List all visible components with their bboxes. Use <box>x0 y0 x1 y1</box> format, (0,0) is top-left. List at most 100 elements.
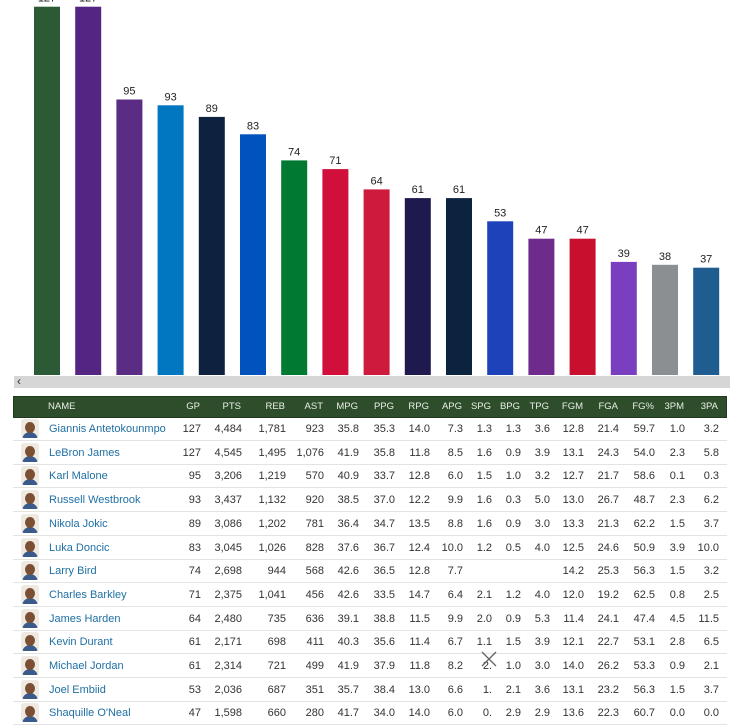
avatar-head <box>25 635 35 647</box>
bar <box>652 264 678 375</box>
bar <box>34 6 60 375</box>
stat-cell: 3,206 <box>214 470 242 483</box>
player-name[interactable]: Michael Jordan <box>49 660 124 672</box>
stat-cell: 1,219 <box>258 470 286 483</box>
bar <box>693 267 720 375</box>
stat-cell: 3.7 <box>703 683 719 696</box>
stat-cell: 1.3 <box>505 423 521 435</box>
value-label: 64 <box>370 175 382 187</box>
value-label: 74 <box>288 146 300 158</box>
stat-cell: 3.2 <box>703 423 719 435</box>
stat-cell: 35.8 <box>337 423 359 435</box>
bar <box>610 261 637 375</box>
stat-cell: 21.3 <box>597 517 619 530</box>
stat-cell: 61 <box>188 660 201 672</box>
player-avatar <box>21 419 39 438</box>
player-name[interactable]: LeBron James <box>49 446 120 459</box>
stat-cell: 2,375 <box>214 588 242 601</box>
stat-cell: 12.8 <box>408 565 430 578</box>
stat-cell: 11.8 <box>409 446 430 459</box>
bar <box>404 198 431 375</box>
bar <box>569 238 596 375</box>
stat-cell: 660 <box>267 707 286 720</box>
stat-cell: 3,045 <box>214 541 242 554</box>
stat-cell: 456 <box>305 588 324 601</box>
stat-cell: 24.6 <box>597 541 619 554</box>
avatar-head <box>25 516 35 528</box>
player-avatar <box>21 561 39 581</box>
stat-cell: 4.0 <box>534 541 550 554</box>
scroll-left-arrow[interactable]: ‹ <box>17 374 21 388</box>
avatar-body <box>22 597 38 604</box>
stat-cell: 3.9 <box>534 446 550 459</box>
stat-cell: 1.5 <box>669 565 685 578</box>
player-name[interactable]: James Harden <box>49 612 121 625</box>
table-row: Russell Westbrook 93 3,437 1,132 920 38.5 37.0… <box>13 488 727 513</box>
table-row: Charles Barkley 71 2,375 1,041 456 42.6 33.5 14… <box>13 583 727 607</box>
table-row: Nikola Jokic 89 3,086 1,202 781 36.4 34.7 13.5 8… <box>13 512 727 536</box>
stat-cell: 35.7 <box>337 683 359 696</box>
player-avatar <box>21 490 39 510</box>
stat-cell: 13.5 <box>408 517 430 530</box>
stat-cell: 568 <box>305 565 324 578</box>
stat-cell: 3.9 <box>669 541 685 554</box>
stat-cell: 2.1 <box>505 683 521 696</box>
stat-cell: 47.4 <box>633 612 655 625</box>
stat-cell: 1. <box>482 683 492 696</box>
stat-cell: 4,545 <box>214 446 242 459</box>
stat-cell: 0.9 <box>505 446 521 459</box>
stat-cell: 36.5 <box>373 565 395 578</box>
value-label: 61 <box>453 184 465 196</box>
stat-cell: 1.6 <box>476 517 492 530</box>
column-header: AST <box>304 401 323 412</box>
stat-cell: 35.3 <box>373 423 395 435</box>
close-button[interactable] <box>480 650 498 668</box>
table-row: Shaquille O'Neal 47 1,598 660 280 41.7 34.0 14.… <box>13 701 727 725</box>
player-avatar <box>21 632 39 652</box>
stat-cell: 2.3 <box>669 446 685 459</box>
stat-cell: 499 <box>305 660 324 672</box>
avatar-body <box>22 716 38 723</box>
stat-cell: 2.8 <box>669 636 685 649</box>
stat-cell: 14.0 <box>408 707 430 720</box>
scrollbar[interactable]: ‹ <box>14 374 730 388</box>
player-name[interactable]: Larry Bird <box>49 565 97 578</box>
stat-cell: 95 <box>188 470 201 483</box>
stat-cell: 10.0 <box>697 541 719 554</box>
table-row: Joel Embiid 53 2,036 687 351 35.7 38.4 13.0 6.6 1… <box>13 678 727 702</box>
player-name[interactable]: Luka Doncic <box>49 541 110 554</box>
table-row: Giannis Antetokounmpo 127 4,484 1,781 923 35.… <box>13 417 727 441</box>
stat-cell: 34.7 <box>373 517 395 530</box>
player-name[interactable]: Charles Barkley <box>49 588 127 601</box>
player-name[interactable]: Joel Embiid <box>49 683 106 696</box>
table-row: Luka Doncic 83 3,045 1,026 828 37.6 36.7 12.4 10… <box>13 536 727 560</box>
player-name[interactable]: Kevin Durant <box>49 636 113 649</box>
stat-cell: 828 <box>305 541 324 554</box>
stat-cell: 26.2 <box>597 660 619 672</box>
stat-cell: 13.1 <box>562 683 584 696</box>
value-label: 95 <box>123 86 135 98</box>
stat-cell: 2.3 <box>669 494 685 507</box>
stat-cell: 25.3 <box>597 565 619 578</box>
player-name[interactable]: Nikola Jokic <box>49 517 108 530</box>
stat-cell: 12.8 <box>408 470 430 483</box>
bar <box>157 105 184 376</box>
stat-cell: 6.0 <box>447 707 463 720</box>
stat-cell: 0.0 <box>703 707 719 720</box>
player-name[interactable]: Giannis Antetokounmpo <box>49 423 166 435</box>
avatar-head <box>25 445 35 457</box>
avatar-body <box>22 432 38 438</box>
player-name[interactable]: Karl Malone <box>49 470 108 483</box>
stat-cell: 3.7 <box>703 517 719 530</box>
player-name[interactable]: Russell Westbrook <box>49 494 141 507</box>
stat-cell: 14.7 <box>408 588 430 601</box>
avatar-body <box>22 645 38 652</box>
player-avatar <box>21 584 39 604</box>
player-name[interactable]: Shaquille O'Neal <box>49 707 131 720</box>
stat-cell: 1.0 <box>505 470 521 483</box>
stat-cell: 47 <box>188 707 201 720</box>
stat-cell: 61 <box>188 636 201 649</box>
stat-cell: 3.2 <box>534 470 550 483</box>
stat-cell: 2,698 <box>214 565 242 578</box>
